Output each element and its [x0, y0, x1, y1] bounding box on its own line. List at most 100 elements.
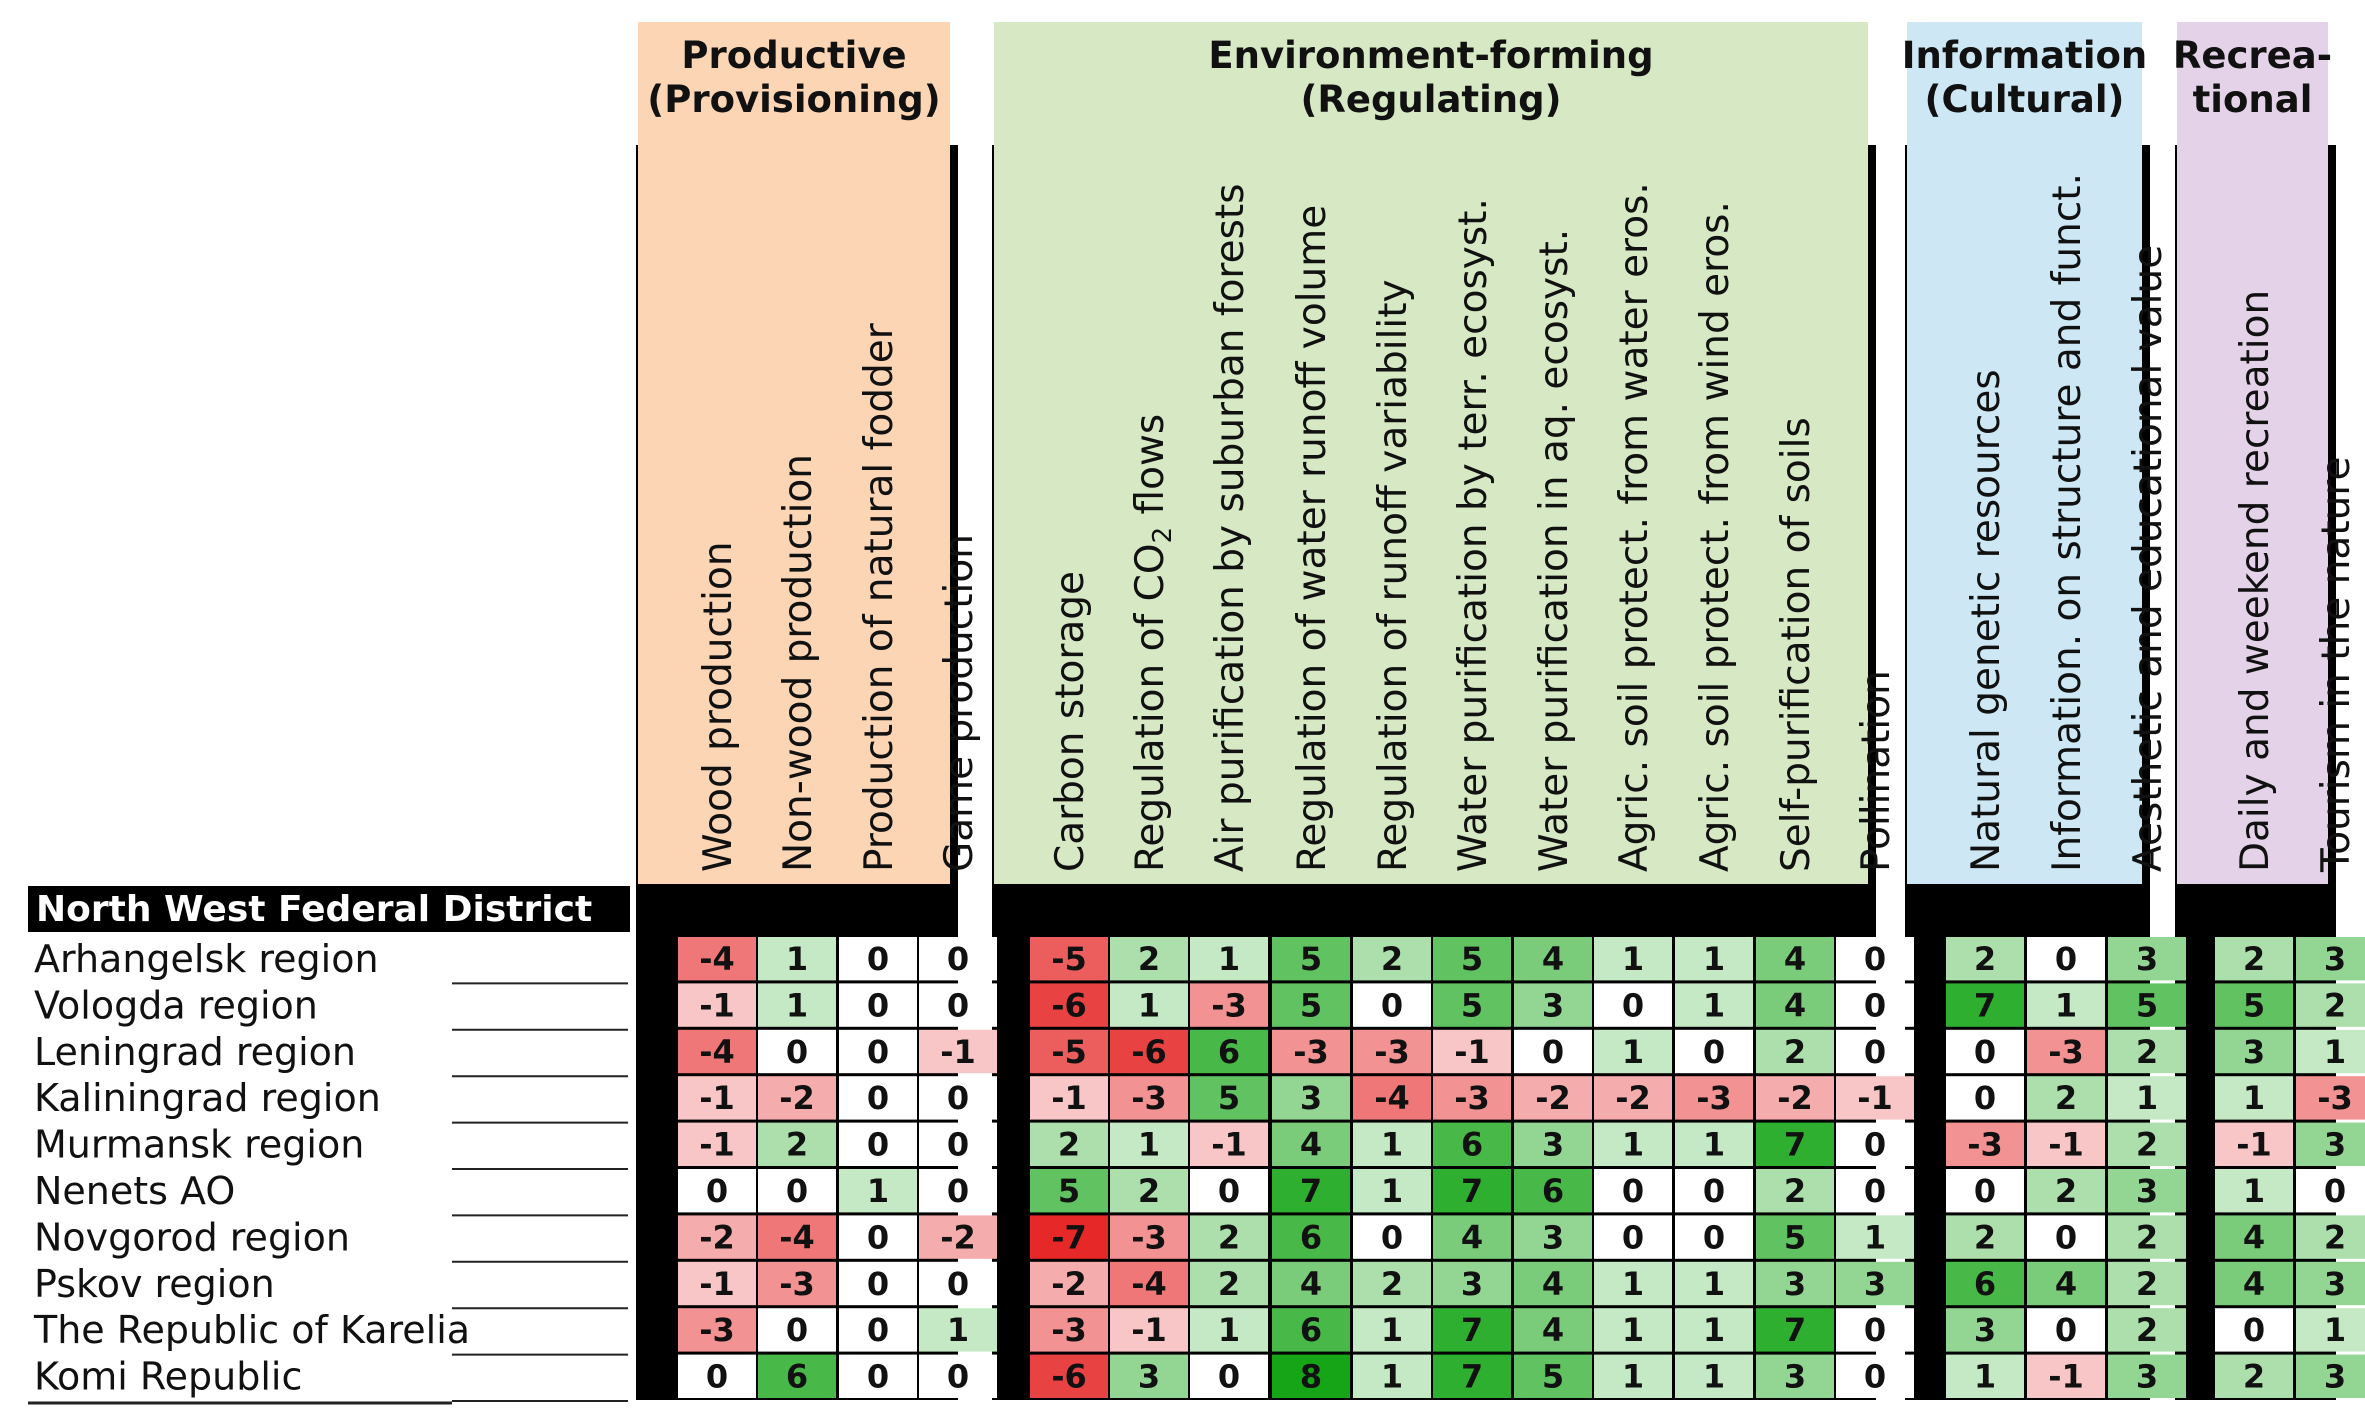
heatmap-cell	[2027, 1076, 2105, 1120]
cell-value: -3	[1051, 1311, 1087, 1349]
cell-value: 5	[1300, 986, 1322, 1024]
group-title: (Provisioning)	[647, 78, 940, 121]
heatmap-cell	[1030, 983, 1108, 1027]
heatmap-cell	[1946, 1029, 2024, 1074]
heatmap-cell	[1030, 1261, 1108, 1306]
row-label: Kaliningrad region	[34, 1076, 381, 1120]
heatmap-cell	[1030, 1076, 1108, 1120]
heatmap-cell	[678, 1169, 756, 1213]
heatmap-cell	[1433, 1354, 1511, 1398]
heatmap-cell	[1675, 1169, 1753, 1213]
group-header-panel	[638, 22, 950, 884]
heatmap-cell	[1594, 1029, 1672, 1074]
cell-value: 0	[1381, 986, 1403, 1024]
cell-value: -3	[1131, 1218, 1167, 1256]
cell-value: 0	[1218, 1358, 1240, 1396]
column-label: Non-wood production	[776, 454, 821, 872]
cell-value: 1	[1218, 940, 1240, 978]
heatmap-cell	[1272, 1122, 1350, 1166]
cell-value: 0	[786, 1311, 808, 1349]
heatmap-cell	[1514, 1308, 1592, 1352]
heatmap-cell	[2215, 1169, 2293, 1213]
column-label: Tourism in the nature	[2314, 457, 2359, 874]
column-label: Water purification by terr. ecosyst.	[1451, 198, 1496, 872]
cell-value: -1	[940, 1033, 976, 1071]
cell-value: 2	[1058, 1126, 1080, 1164]
cell-value: 0	[1864, 986, 1886, 1024]
column-label: Carbon storage	[1048, 571, 1093, 872]
heatmap-cell	[1353, 1354, 1431, 1398]
cell-value: 0	[867, 940, 889, 978]
heatmap-cell	[1110, 1308, 1188, 1352]
heatmap-cell	[2215, 1354, 2293, 1398]
cell-value: 3	[2136, 1172, 2158, 1210]
heatmap-cell	[1836, 1261, 1914, 1306]
heatmap-cell	[1433, 937, 1511, 981]
heatmap-cell	[1675, 1076, 1753, 1120]
cell-value: 0	[1703, 1172, 1725, 1210]
heatmap-cell	[678, 983, 756, 1027]
heatmap-cell	[1836, 1354, 1914, 1398]
heatmap-cell	[2108, 983, 2186, 1027]
cell-value: -1	[2048, 1126, 2084, 1164]
heatmap-cell	[2215, 1308, 2293, 1352]
cell-value: 1	[1138, 1126, 1160, 1164]
cell-value: 0	[867, 1265, 889, 1303]
heatmap-cell	[1675, 983, 1753, 1027]
heatmap-cell	[1110, 937, 1188, 981]
row-label: Vologda region	[34, 983, 318, 1027]
cell-value: 3	[1784, 1265, 1806, 1303]
group-title: Productive	[681, 34, 906, 77]
heatmap-cell	[1433, 1076, 1511, 1120]
cell-value: 2	[2136, 1311, 2158, 1349]
heatmap-cell	[2108, 1354, 2186, 1398]
cell-value: 3	[2243, 1033, 2265, 1071]
cell-value: 6	[1461, 1126, 1483, 1164]
heatmap-cell	[1190, 1215, 1268, 1259]
heatmap-cell	[1190, 1354, 1268, 1398]
heatmap-cell	[919, 1029, 997, 1074]
cell-value: -2	[699, 1218, 735, 1256]
heatmap-cell	[1836, 983, 1914, 1027]
heatmap-cell	[1756, 1215, 1834, 1259]
cell-value: 4	[1542, 1265, 1564, 1303]
heatmap-cell	[1030, 1354, 1108, 1398]
cell-value: 5	[1300, 940, 1322, 978]
heatmap-cell	[1514, 1076, 1592, 1120]
cell-value: 2	[1784, 1172, 1806, 1210]
cell-value: 2	[1138, 1172, 1160, 1210]
group-title: tional	[2193, 78, 2313, 121]
cell-value: -3	[1374, 1033, 1410, 1071]
heatmap-cell	[1110, 1169, 1188, 1213]
heatmap-cell	[1594, 937, 1672, 981]
cell-value: 1	[1703, 1265, 1725, 1303]
cell-value: 5	[1784, 1218, 1806, 1256]
cell-value: -4	[699, 940, 735, 978]
cell-value: 3	[1974, 1311, 1996, 1349]
heatmap-cell	[1030, 937, 1108, 981]
heatmap-cell	[1353, 1261, 1431, 1306]
heatmap-cell	[1946, 1308, 2024, 1352]
cell-value: 0	[867, 1079, 889, 1117]
heatmap-cell	[1675, 1261, 1753, 1306]
heatmap-cell	[678, 1215, 756, 1259]
heatmap-cell	[1110, 1029, 1188, 1074]
cell-value: 3	[1542, 1218, 1564, 1256]
column-label: Production of natural fodder	[857, 322, 902, 872]
heatmap-cell	[2108, 1122, 2186, 1166]
heatmap-cell	[1514, 1029, 1592, 1074]
cell-value: 2	[1974, 940, 1996, 978]
heatmap-cell	[839, 1354, 917, 1398]
heatmap-cell	[1353, 1215, 1431, 1259]
cell-value: -3	[779, 1265, 815, 1303]
cell-value: 4	[1542, 1311, 1564, 1349]
cell-value: -2	[1615, 1079, 1651, 1117]
group-title: (Cultural)	[1925, 78, 2125, 121]
heatmap-cell	[1946, 1261, 2024, 1306]
heatmap-cell	[839, 983, 917, 1027]
column-label: Pollination	[1854, 670, 1899, 872]
cell-value: -1	[1211, 1126, 1247, 1164]
heatmap-cell	[1353, 1308, 1431, 1352]
cell-value: 0	[947, 986, 969, 1024]
heatmap-cell	[1433, 983, 1511, 1027]
